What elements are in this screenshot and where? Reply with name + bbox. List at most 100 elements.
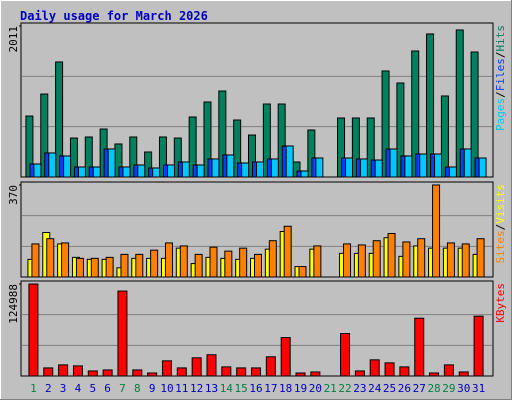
- bar: [25, 115, 34, 178]
- x-tick-label: 4: [75, 382, 82, 395]
- bar: [404, 155, 413, 178]
- bar: [419, 153, 428, 178]
- bar: [443, 364, 454, 377]
- x-tick-label: 28: [427, 382, 440, 395]
- x-tick-label: 27: [413, 382, 426, 395]
- legend-entry: Sites: [494, 230, 507, 263]
- bar: [389, 148, 398, 178]
- bar: [226, 154, 235, 178]
- legend-entry: Hits: [494, 25, 507, 52]
- x-tick-label: 5: [89, 382, 96, 395]
- bar: [191, 357, 202, 377]
- bar: [268, 240, 277, 278]
- x-tick-label: 8: [134, 382, 141, 395]
- bar: [295, 372, 306, 377]
- bar: [374, 159, 383, 178]
- x-tick-label: 14: [220, 382, 234, 395]
- bar: [285, 145, 294, 178]
- x-tick-label: 22: [338, 382, 351, 395]
- bar: [196, 164, 205, 178]
- bar: [343, 243, 352, 278]
- x-tick-label: 23: [353, 382, 366, 395]
- x-tick-label: 18: [279, 382, 292, 395]
- bar: [135, 253, 144, 278]
- bar: [209, 246, 218, 278]
- bar: [61, 242, 70, 278]
- bar: [359, 158, 368, 178]
- bar: [310, 371, 321, 377]
- bar: [357, 244, 366, 278]
- bar: [58, 364, 69, 377]
- bar: [46, 238, 55, 278]
- bar: [478, 157, 487, 178]
- bar: [399, 366, 410, 377]
- chart-title: Daily usage for March 2026: [20, 9, 208, 23]
- bar: [181, 161, 190, 178]
- x-tick-label: 7: [119, 382, 126, 395]
- bar: [72, 365, 83, 377]
- bar: [147, 372, 158, 377]
- bar: [63, 155, 72, 178]
- bar: [179, 245, 188, 278]
- bar: [251, 367, 261, 377]
- bar: [31, 243, 40, 278]
- x-tick-label: 29: [442, 382, 455, 395]
- bar: [28, 283, 39, 377]
- bar: [463, 148, 472, 178]
- bar: [206, 354, 217, 377]
- bar: [92, 166, 101, 178]
- bar: [369, 359, 380, 377]
- legend-separator: /: [494, 91, 507, 98]
- bar: [313, 245, 322, 278]
- bar: [414, 317, 425, 377]
- bar: [122, 166, 131, 178]
- bar: [221, 366, 232, 377]
- bar: [107, 148, 116, 178]
- bar: [254, 253, 262, 278]
- bar: [236, 367, 247, 377]
- bar: [48, 152, 57, 178]
- y-tick-label: 370: [7, 185, 20, 205]
- bar: [194, 253, 203, 278]
- bar: [105, 256, 114, 278]
- x-tick-label: 20: [309, 382, 322, 395]
- bar: [224, 250, 233, 278]
- bar: [434, 153, 443, 178]
- bar: [372, 240, 381, 278]
- bar: [270, 158, 279, 178]
- bar: [387, 232, 396, 278]
- bar: [340, 333, 351, 377]
- bar: [102, 369, 113, 377]
- legend-entry: Pages: [494, 98, 507, 131]
- bar: [345, 157, 354, 178]
- bar: [429, 372, 440, 377]
- bar: [440, 95, 449, 178]
- bar: [354, 370, 365, 377]
- x-tick-label: 1: [30, 382, 37, 395]
- bar: [87, 370, 98, 377]
- bar: [402, 241, 411, 278]
- bar: [298, 266, 307, 278]
- bar: [256, 161, 264, 178]
- bar: [283, 225, 292, 278]
- bar: [75, 257, 84, 278]
- x-tick-label: 13: [205, 382, 218, 395]
- legend: Pages/Files/Hits: [494, 25, 507, 131]
- x-tick-label: 19: [294, 382, 307, 395]
- bar: [150, 249, 159, 278]
- bar: [239, 247, 248, 278]
- bar: [461, 243, 470, 278]
- bar: [90, 257, 99, 278]
- bar: [384, 362, 395, 377]
- legend-entry: Visits: [494, 184, 507, 224]
- legend: Sites/Visits: [494, 184, 507, 264]
- x-tick-label: 3: [60, 382, 67, 395]
- x-tick-label: 26: [398, 382, 411, 395]
- bar: [265, 356, 276, 377]
- bar: [132, 369, 143, 377]
- bar: [176, 367, 187, 377]
- x-tick-label: 21: [324, 382, 337, 395]
- x-tick-label: 30: [457, 382, 470, 395]
- bar: [300, 170, 309, 178]
